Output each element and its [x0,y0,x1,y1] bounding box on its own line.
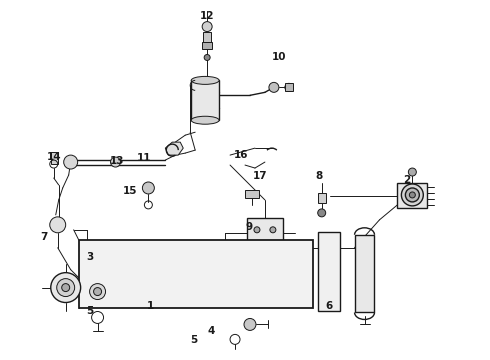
Ellipse shape [191,76,219,84]
Bar [285,84,293,91]
Text: 12: 12 [200,11,214,21]
Text: 11: 11 [137,153,151,163]
Text: 15: 15 [123,186,138,197]
Circle shape [143,182,154,194]
Circle shape [111,157,121,167]
Circle shape [94,288,101,296]
Circle shape [269,82,279,92]
Circle shape [57,279,74,297]
Bar [318,193,326,203]
Circle shape [318,209,326,217]
Circle shape [50,217,66,233]
Circle shape [405,188,419,202]
Circle shape [64,155,77,169]
Bar [78,240,313,307]
Circle shape [204,54,210,60]
Circle shape [254,263,260,269]
Circle shape [409,192,416,198]
Text: 6: 6 [325,301,333,311]
Bar [245,190,259,198]
Text: 2: 2 [403,175,411,185]
Circle shape [401,184,423,206]
Circle shape [62,284,70,292]
Circle shape [244,319,256,330]
Text: 10: 10 [272,52,287,62]
Ellipse shape [191,116,219,124]
Text: 13: 13 [110,156,124,166]
Circle shape [408,168,416,176]
Circle shape [254,227,260,233]
Bar [203,32,211,41]
Bar [202,41,212,49]
Text: 5: 5 [190,334,197,345]
Polygon shape [165,142,183,155]
Text: 9: 9 [245,222,252,232]
Circle shape [270,263,276,269]
Circle shape [202,22,212,32]
Bar [247,218,283,278]
Circle shape [270,227,276,233]
Bar [397,183,427,208]
Bar [51,152,58,164]
Circle shape [285,84,293,91]
Bar [355,235,374,312]
Circle shape [90,284,105,300]
Text: 14: 14 [47,152,61,162]
Text: 8: 8 [316,171,323,181]
Circle shape [51,273,81,302]
Text: 17: 17 [252,171,267,181]
Text: 3: 3 [87,252,94,262]
Text: 5: 5 [87,306,94,315]
Text: 16: 16 [234,150,248,160]
Bar [318,232,340,311]
Bar [191,80,219,120]
Text: 7: 7 [40,232,48,242]
Text: 1: 1 [147,301,154,311]
Text: 4: 4 [207,326,215,336]
